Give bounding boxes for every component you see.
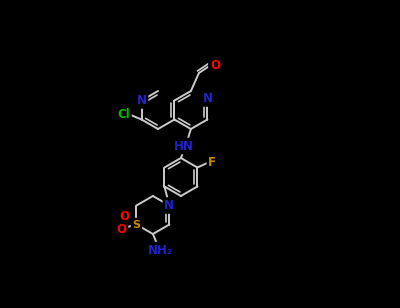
Text: N: N (136, 94, 146, 107)
Text: F: F (208, 156, 216, 169)
Text: HN: HN (174, 140, 194, 152)
Text: S: S (132, 220, 140, 229)
Text: N: N (203, 92, 213, 105)
Text: N: N (164, 199, 174, 212)
Text: NH₂: NH₂ (148, 244, 172, 257)
Text: O: O (120, 210, 130, 223)
Text: O: O (116, 223, 126, 236)
Text: O: O (210, 59, 220, 71)
Text: Cl: Cl (117, 108, 130, 121)
